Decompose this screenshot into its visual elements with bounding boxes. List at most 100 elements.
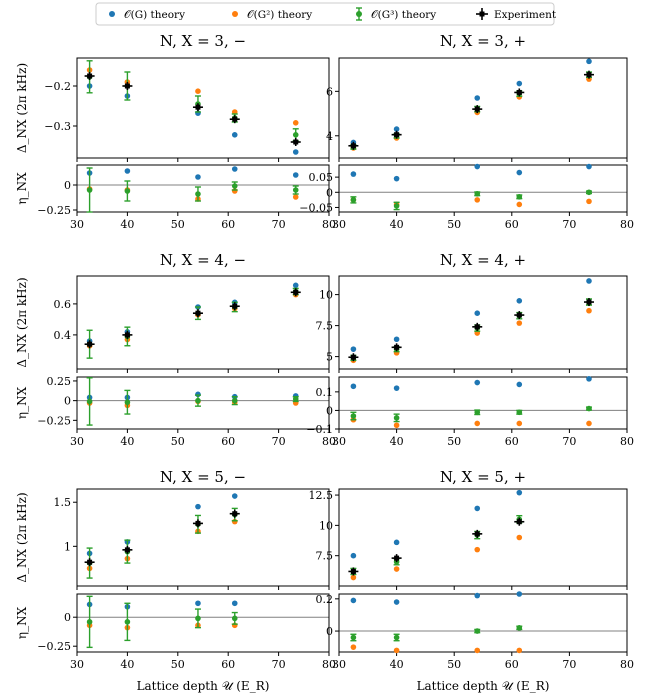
eta-xtick-label: 30 xyxy=(70,658,84,671)
eta-xtick-label: 60 xyxy=(505,658,519,671)
eta-subplot: 0.25 0 −0.25 30 40 50 60 70 80 xyxy=(37,375,336,448)
eta-frame xyxy=(338,376,628,430)
experiment-point xyxy=(232,511,238,517)
legend-label: 𝒪(G³) theory xyxy=(371,9,436,21)
panel-title: N, X = 5, + xyxy=(440,468,526,486)
ylabel-delta: Δ_NX (2π kHz) xyxy=(15,492,29,582)
og1-point xyxy=(350,383,357,390)
experiment-point xyxy=(195,310,201,316)
eta-xtick-label: 70 xyxy=(562,218,576,231)
og1-point xyxy=(393,336,400,343)
og2-point xyxy=(350,574,357,581)
panel-3-plus: N, X = 5, + 7.5 10 12.5 0.2 0 30 40 50 60 70 80 Latt… xyxy=(309,468,635,693)
legend-label: 𝒪(G) theory xyxy=(124,9,185,21)
eta-xtick-label: 40 xyxy=(390,218,404,231)
delta-ytick-label: 0.6 xyxy=(54,298,72,311)
eta-ytick-label: 0.05 xyxy=(309,171,334,184)
eta-ytick-label: −0.25 xyxy=(37,414,71,427)
og2-point xyxy=(586,307,592,314)
experiment-point xyxy=(232,303,238,309)
og2-point xyxy=(516,647,523,654)
delta-series xyxy=(348,70,594,150)
eta-xtick-label: 30 xyxy=(332,658,346,671)
experiment-point xyxy=(394,132,400,138)
eta-xtick-label: 50 xyxy=(171,435,185,448)
og3-point xyxy=(231,615,238,622)
delta-series xyxy=(350,278,592,352)
og1-point xyxy=(586,376,592,382)
experiment-point xyxy=(516,89,522,95)
delta-series xyxy=(350,76,592,151)
og1-point xyxy=(350,552,357,559)
delta-series xyxy=(86,291,299,349)
experiment-point xyxy=(232,116,238,122)
og1-point xyxy=(231,493,238,499)
ylabel-delta: Δ_NX (2π kHz) xyxy=(15,277,29,367)
og1-point xyxy=(292,149,299,155)
og2-point xyxy=(516,201,523,208)
delta-frame xyxy=(76,275,330,370)
delta-series xyxy=(86,67,299,126)
eta-ytick-label: 0 xyxy=(326,625,333,638)
eta-series xyxy=(86,377,299,426)
delta-ytick-label: 0.4 xyxy=(54,329,72,342)
og3-point xyxy=(231,397,238,404)
og2-point xyxy=(516,534,523,541)
eta-ytick-label: 0.25 xyxy=(47,375,72,388)
delta-subplot: 5 7.5 10 xyxy=(316,275,628,373)
panel-title: N, X = 3, + xyxy=(440,32,526,50)
og2-point xyxy=(474,647,481,654)
legend-item: Experiment xyxy=(476,8,557,21)
eta-subplot: 0.2 0 30 40 50 60 70 80 xyxy=(316,591,634,671)
delta-subplot: −0.2 −0.3 xyxy=(44,57,330,162)
eta-xtick-label: 80 xyxy=(620,435,634,448)
eta-frame xyxy=(76,164,330,213)
eta-series xyxy=(350,189,592,211)
og1-point xyxy=(393,126,400,132)
delta-ytick-label: 1.5 xyxy=(54,496,72,509)
og1-point xyxy=(195,600,201,607)
og1-point xyxy=(393,539,400,546)
delta-series xyxy=(86,60,299,142)
og1-point xyxy=(516,591,523,597)
legend-frame xyxy=(95,2,555,26)
delta-ytick-label: 4 xyxy=(326,130,333,143)
og1-point xyxy=(393,175,400,182)
og1-point xyxy=(474,505,481,512)
experiment-point xyxy=(586,299,592,305)
og2-point xyxy=(350,644,357,650)
eta-ytick-label: 0 xyxy=(326,186,333,199)
ylabel-eta: η_NX xyxy=(15,386,29,419)
og3-point xyxy=(195,615,201,622)
og1-point xyxy=(195,503,201,510)
delta-series xyxy=(348,517,525,576)
delta-series xyxy=(350,298,592,362)
eta-xtick-label: 30 xyxy=(70,218,84,231)
og3-point xyxy=(586,189,592,196)
og2-point xyxy=(474,546,481,553)
eta-ytick-label: −0.05 xyxy=(299,201,333,214)
eta-xtick-label: 80 xyxy=(620,218,634,231)
og1-point xyxy=(586,278,592,284)
legend-label: Experiment xyxy=(494,9,557,21)
legend-item: 𝒪(G) theory xyxy=(109,9,185,21)
og1-point xyxy=(586,58,592,65)
og3-point xyxy=(350,197,357,203)
og3-point xyxy=(393,634,400,641)
panel-title: N, X = 5, − xyxy=(160,468,246,486)
og2-point xyxy=(292,194,299,200)
legend-item: 𝒪(G³) theory xyxy=(356,7,436,21)
eta-series xyxy=(86,622,238,631)
og2-point xyxy=(195,88,201,94)
eta-series xyxy=(350,197,592,208)
delta-subplot: 7.5 10 12.5 xyxy=(309,488,628,590)
delta-series xyxy=(86,287,299,359)
og1-point xyxy=(474,95,481,101)
eta-frame xyxy=(338,593,628,653)
og2-point xyxy=(516,320,523,326)
eta-xtick-label: 80 xyxy=(322,658,336,671)
og3-point xyxy=(292,396,299,402)
og1-point xyxy=(350,597,357,604)
delta-frame xyxy=(76,488,330,587)
